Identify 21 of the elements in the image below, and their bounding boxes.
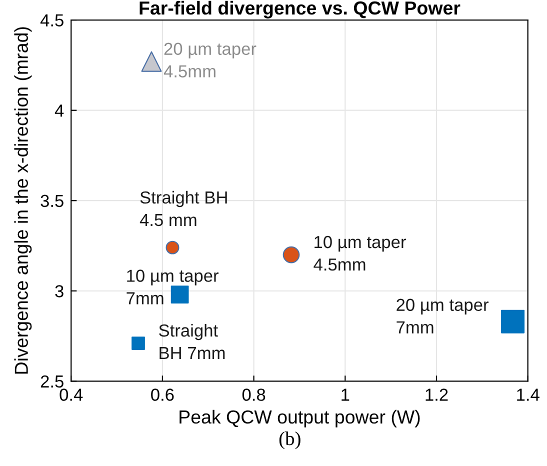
text: (b) bbox=[279, 432, 300, 450]
y-tick-label: 4 bbox=[54, 104, 64, 117]
series-label: Straight BH 4.5 mm bbox=[140, 190, 227, 226]
x-tick-label: 1 bbox=[342, 388, 350, 401]
series-label: 20 µm taper 7mm bbox=[396, 298, 488, 334]
series-label: 20 µm taper 4.5mm bbox=[164, 42, 256, 78]
y-tick-label: 4.5 bbox=[40, 14, 64, 26]
y-tick-label: 2.5 bbox=[40, 375, 64, 388]
y-tick-label: 3 bbox=[55, 285, 64, 298]
series-label: 10 µm taper 4.5mm bbox=[314, 236, 406, 271]
chart-title: Far-field divergence vs. QCW Power bbox=[140, 0, 460, 18]
x-tick-label: 1.4 bbox=[517, 388, 540, 401]
x-tick-label: 0.8 bbox=[242, 388, 266, 401]
series-label: 10 µm taper 7mm bbox=[126, 270, 219, 304]
series-label: Straight BH 7mm bbox=[159, 324, 225, 359]
y-axis-title: Divergence angle in the x-direction (mrad) bbox=[14, 27, 32, 374]
x-tick-label: 0.4 bbox=[60, 388, 83, 401]
x-axis-title: Peak QCW output power (W) bbox=[180, 410, 420, 428]
x-tick-label: 1.2 bbox=[426, 388, 448, 401]
x-tick-label: 0.6 bbox=[151, 388, 174, 401]
y-tick-label: 3.5 bbox=[40, 194, 64, 208]
